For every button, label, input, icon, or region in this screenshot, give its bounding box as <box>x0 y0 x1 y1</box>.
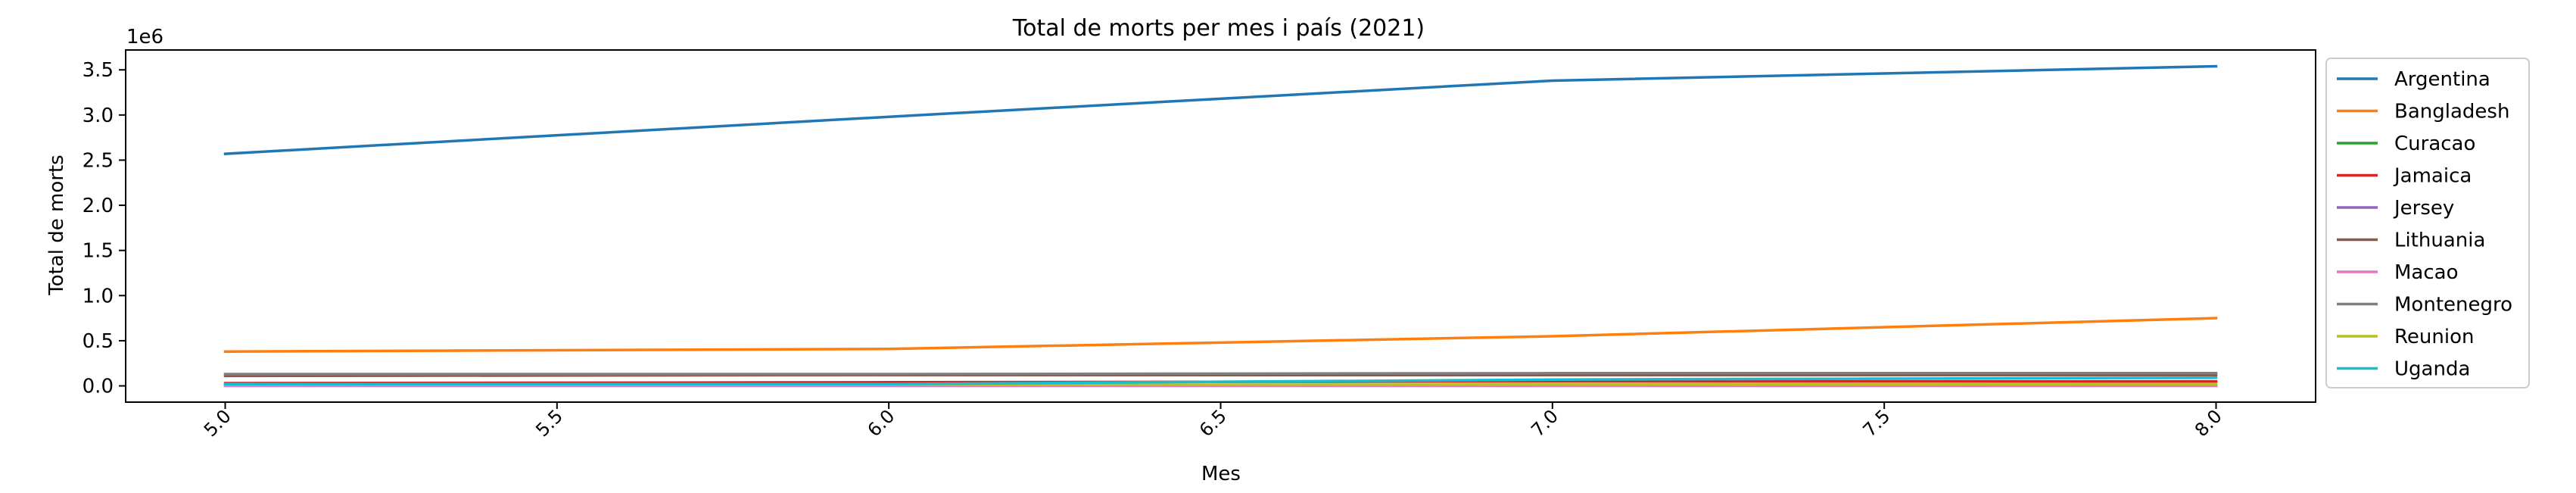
series-line-argentina <box>223 64 2218 155</box>
series-lines <box>223 64 2218 388</box>
y-axis-ticks: 0.0 0.5 1.0 1.5 2.0 2.5 3.0 3.5 <box>83 59 126 398</box>
legend-item-bangladesh: Bangladesh <box>2337 101 2509 123</box>
y-tick-label: 2.5 <box>83 149 114 172</box>
y-tick-label: 2.0 <box>83 195 114 217</box>
chart-title: Total de morts per mes i país (2021) <box>1012 15 1425 42</box>
legend-item-curacao: Curacao <box>2337 133 2475 155</box>
legend-item-macao: Macao <box>2337 261 2459 284</box>
y-tick-label: 0.0 <box>83 376 114 398</box>
legend-label: Lithuania <box>2394 229 2485 252</box>
legend-item-jersey: Jersey <box>2337 197 2454 220</box>
series-line-lithuania <box>223 373 2218 378</box>
legend-label: Argentina <box>2394 68 2490 91</box>
x-axis-label: Mes <box>1201 463 1241 485</box>
legend-item-reunion: Reunion <box>2337 326 2474 348</box>
y-axis-multiplier: 1e6 <box>126 26 164 48</box>
series-line-bangladesh <box>223 317 2218 353</box>
y-tick-label: 1.0 <box>83 285 114 307</box>
legend-label: Montenegro <box>2394 294 2512 317</box>
y-axis-label: Total de morts <box>45 154 68 295</box>
legend-label: Jersey <box>2393 197 2454 220</box>
legend-item-jamaica: Jamaica <box>2337 165 2472 188</box>
legend-label: Macao <box>2394 261 2459 284</box>
y-tick-label: 3.0 <box>83 105 114 127</box>
legend-label: Reunion <box>2394 326 2474 348</box>
legend-label: Uganda <box>2394 358 2470 381</box>
y-tick-label: 0.5 <box>83 330 114 353</box>
y-tick-label: 3.5 <box>83 59 114 82</box>
legend-label: Jamaica <box>2393 165 2472 188</box>
series-line-montenegro <box>223 372 2218 376</box>
legend-item-uganda: Uganda <box>2337 358 2470 381</box>
y-tick-label: 1.5 <box>83 240 114 263</box>
series-line-uganda <box>223 376 2218 385</box>
legend-item-montenegro: Montenegro <box>2337 294 2512 317</box>
legend-label: Bangladesh <box>2394 101 2509 123</box>
legend: Argentina Bangladesh Curacao Jamaica Jersey L… <box>2325 58 2530 388</box>
legend-item-argentina: Argentina <box>2337 68 2490 91</box>
legend-label: Curacao <box>2394 133 2475 155</box>
legend-item-lithuania: Lithuania <box>2337 229 2485 252</box>
